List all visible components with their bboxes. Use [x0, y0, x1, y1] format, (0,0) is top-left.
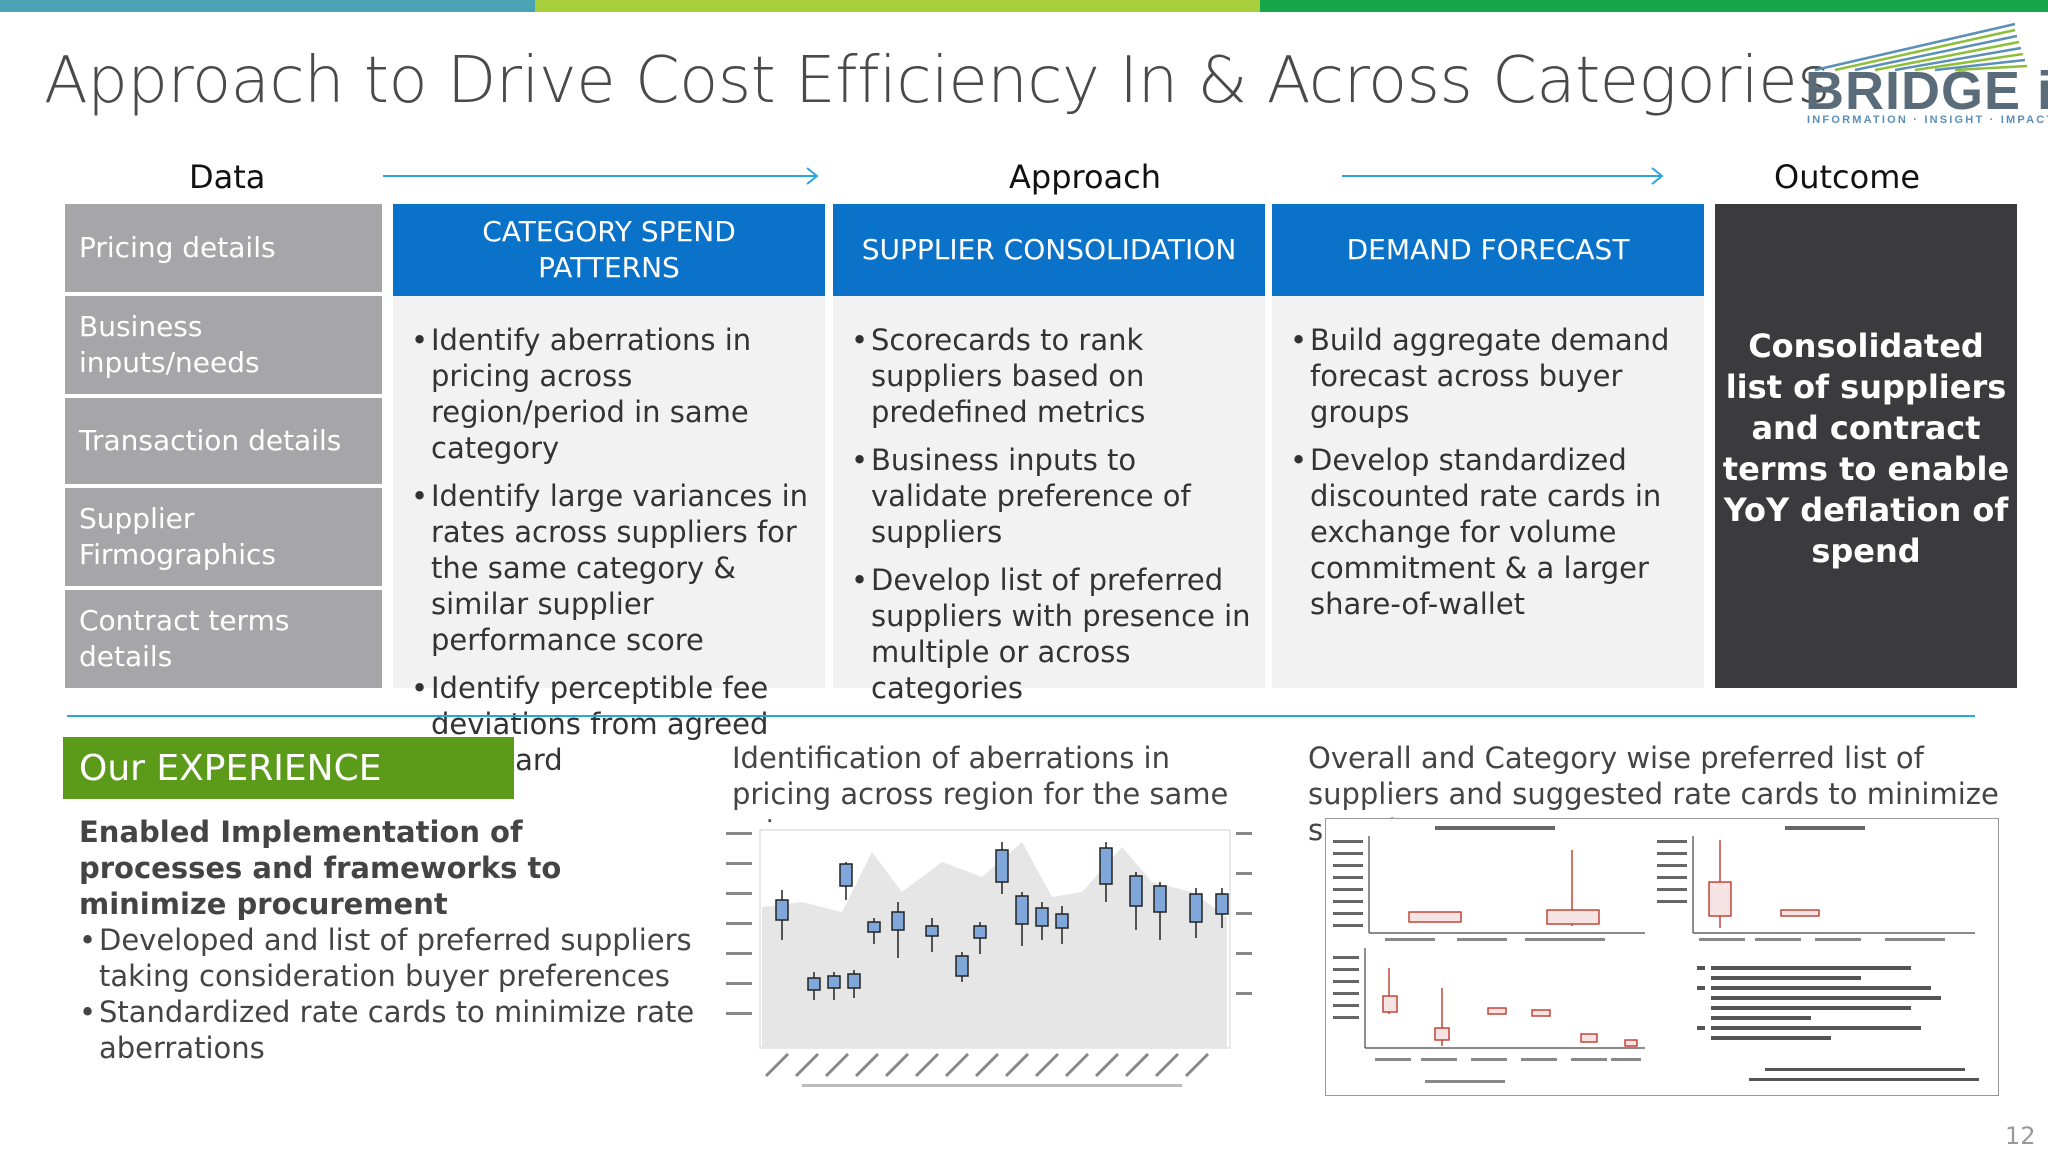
bullet-item: Identify large variances in rates across…: [411, 478, 813, 658]
approach-bullets: Identify aberrations in pricing across r…: [393, 296, 825, 778]
top-color-bar: [0, 0, 2048, 12]
approach-bullets: Scorecards to rank suppliers based on pr…: [833, 296, 1265, 706]
bullet-item: Develop standardized discounted rate car…: [1290, 442, 1692, 622]
approach-bullets: Build aggregate demand forecast across b…: [1272, 296, 1704, 622]
color-bar-green: [1260, 0, 2048, 12]
logo-rays-icon: [1814, 22, 2028, 72]
outcome-box: Consolidated list of suppliers and contr…: [1715, 204, 2017, 688]
bullet-item: Scorecards to rank suppliers based on pr…: [851, 322, 1253, 430]
page-number: 12: [2005, 1122, 2036, 1150]
arrow-right-icon: [383, 167, 819, 185]
bullet-item: Identify aberrations in pricing across r…: [411, 322, 813, 466]
approach-column-spend: CATEGORY SPEND PATTERNS Identify aberrat…: [393, 204, 825, 777]
color-bar-lime: [535, 0, 1260, 12]
approach-column-supplier: SUPPLIER CONSOLIDATION Scorecards to ran…: [833, 204, 1265, 705]
data-item-supplier: Supplier Firmographics: [65, 488, 382, 586]
data-item-contract: Contract terms details: [65, 590, 382, 688]
arrow-right-icon: [1342, 167, 1664, 185]
section-divider: [67, 715, 1975, 717]
experience-bullets: Developed and list of preferred supplier…: [79, 922, 719, 1066]
data-item-business: Business inputs/needs: [65, 296, 382, 394]
bullet-item: Developed and list of preferred supplier…: [79, 922, 719, 994]
bullet-item: Identify perceptible fee deviations from…: [411, 670, 813, 778]
header-approach: Approach: [1009, 158, 1162, 196]
bullet-item: Standardized rate cards to minimize rate…: [79, 994, 719, 1066]
outcome-text: Consolidated list of suppliers and contr…: [1722, 327, 2010, 570]
bullet-item: Develop list of preferred suppliers with…: [851, 562, 1253, 706]
pricing-aberration-chart-image: [722, 822, 1270, 1092]
page-title: Approach to Drive Cost Efficiency In & A…: [44, 44, 1830, 118]
color-bar-teal: [0, 0, 535, 12]
approach-title: DEMAND FORECAST: [1272, 204, 1704, 296]
experience-label: Our EXPERIENCE: [63, 737, 514, 799]
approach-title: SUPPLIER CONSOLIDATION: [833, 204, 1265, 296]
bridge-i2i-logo: BRIDGE i2i INFORMATION · INSIGHT · IMPAC…: [1795, 22, 2048, 132]
approach-title: CATEGORY SPEND PATTERNS: [393, 204, 825, 296]
logo-wordmark: BRIDGE i2i: [1805, 61, 2048, 121]
data-item-pricing: Pricing details: [65, 204, 382, 292]
bullet-item: Build aggregate demand forecast across b…: [1290, 322, 1692, 430]
logo-tagline: INFORMATION · INSIGHT · IMPACT: [1807, 114, 2048, 126]
approach-column-demand: DEMAND FORECAST Build aggregate demand f…: [1272, 204, 1704, 688]
rate-cards-image: [1325, 818, 1999, 1096]
experience-headline: Enabled Implementation of processes and …: [79, 815, 562, 921]
chart-caption: Identification of aberrations in pricing…: [732, 741, 1229, 847]
header-data: Data: [189, 158, 266, 196]
data-item-transaction: Transaction details: [65, 398, 382, 484]
bullet-item: Business inputs to validate preference o…: [851, 442, 1253, 550]
header-outcome: Outcome: [1774, 158, 1921, 196]
